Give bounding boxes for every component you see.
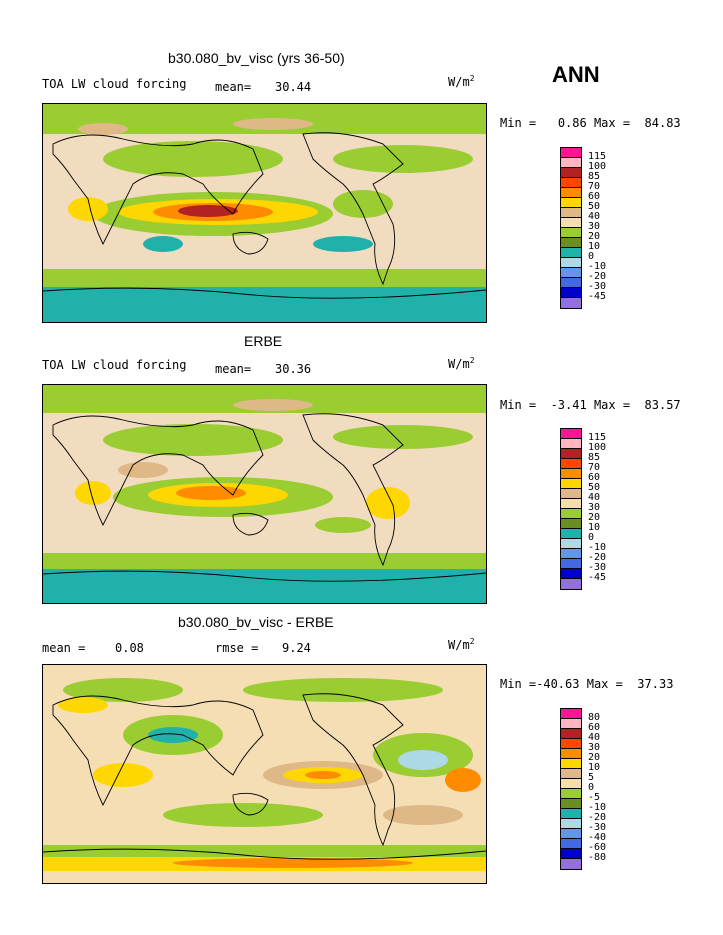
panel-2-variable-label: TOA LW cloud forcing (42, 358, 187, 372)
panel-3-title: b30.080_bv_visc - ERBE (178, 614, 334, 630)
colorbar-label: -5 (588, 792, 601, 803)
panel-2-map (42, 384, 487, 604)
colorbar-label: -10 (588, 542, 607, 553)
colorbar-label: 115 (588, 151, 607, 162)
panel-1-units: W/m2 (448, 74, 475, 89)
panel-3-rmse-label: rmse = (215, 641, 259, 655)
colorbar-label: -80 (588, 852, 607, 863)
colorbar-swatch (560, 578, 582, 590)
panel-3-units: W/m2 (448, 637, 475, 652)
colorbar-label: 50 (588, 482, 601, 493)
colorbar-label: 70 (588, 181, 601, 192)
panel-2-mean-label: mean= (215, 362, 252, 376)
panel-1-colorbar: 115 100 85 70 60 50 40 30 20 10 0 -10 -2… (560, 147, 606, 319)
colorbar-label: -40 (588, 832, 607, 843)
colorbar-label: 50 (588, 201, 601, 212)
colorbar-label: 115 (588, 432, 607, 443)
colorbar-label: 30 (588, 221, 601, 232)
colorbar-label: -20 (588, 812, 607, 823)
colorbar-swatch (560, 297, 582, 309)
colorbar-label: 40 (588, 211, 601, 222)
colorbar-label: 10 (588, 522, 601, 533)
panel-1-mean-value: 30.44 (275, 80, 312, 94)
panel-1-min-max: Min = 0.86 Max = 84.83 (500, 116, 681, 130)
panel-2-map-svg (43, 385, 486, 603)
colorbar-label: 40 (588, 492, 601, 503)
colorbar-label: 40 (588, 732, 601, 743)
colorbar-label: 10 (588, 762, 601, 773)
panel-1-title: b30.080_bv_visc (yrs 36-50) (168, 50, 345, 66)
panel-3-colorbar: 80 60 40 30 20 10 5 0 -5 -10 -20 -30 -40… (560, 708, 606, 880)
colorbar-label: 60 (588, 472, 601, 483)
colorbar-label: 85 (588, 171, 601, 182)
panel-2-mean-value: 30.36 (275, 362, 312, 376)
panel-3-rmse-value: 9.24 (282, 641, 311, 655)
colorbar-label: 5 (588, 772, 595, 783)
panel-1-mean-label: mean= (215, 80, 252, 94)
colorbar-label: 20 (588, 231, 601, 242)
colorbar-label: 100 (588, 161, 607, 172)
colorbar-label: -30 (588, 822, 607, 833)
panel-2-units: W/m2 (448, 356, 475, 371)
colorbar-swatch (560, 858, 582, 870)
panel-3-mean-label: mean = (42, 641, 86, 655)
panel-3-map (42, 664, 487, 884)
colorbar-label: 10 (588, 241, 601, 252)
colorbar-label: 20 (588, 752, 601, 763)
panel-3-min-max: Min =-40.63 Max = 37.33 (500, 677, 674, 691)
colorbar-label: 20 (588, 512, 601, 523)
colorbar-label: -30 (588, 562, 607, 573)
colorbar-label: 60 (588, 722, 601, 733)
panel-1-map (42, 103, 487, 323)
colorbar-label: -20 (588, 552, 607, 563)
colorbar-label: 70 (588, 462, 601, 473)
panel-1-variable-label: TOA LW cloud forcing (42, 77, 187, 91)
colorbar-label: -10 (588, 802, 607, 813)
season-label: ANN (552, 62, 600, 87)
panel-1-map-svg (43, 104, 486, 322)
colorbar-label: -60 (588, 842, 607, 853)
colorbar-label: 80 (588, 712, 601, 723)
panel-2-colorbar: 115 100 85 70 60 50 40 30 20 10 0 -10 -2… (560, 428, 606, 600)
colorbar-label: 30 (588, 502, 601, 513)
panel-3-map-svg (43, 665, 486, 883)
colorbar-label: 0 (588, 782, 595, 793)
colorbar-label: -10 (588, 261, 607, 272)
colorbar-label: -30 (588, 281, 607, 292)
colorbar-label: 0 (588, 251, 595, 262)
colorbar-label: -45 (588, 291, 607, 302)
colorbar-label: 0 (588, 532, 595, 543)
colorbar-label: 60 (588, 191, 601, 202)
panel-2-title: ERBE (244, 333, 283, 349)
colorbar-label: 85 (588, 452, 601, 463)
colorbar-label: 100 (588, 442, 607, 453)
colorbar-label: -20 (588, 271, 607, 282)
panel-2-min-max: Min = -3.41 Max = 83.57 (500, 398, 681, 412)
panel-3-mean-value: 0.08 (115, 641, 144, 655)
colorbar-label: 30 (588, 742, 601, 753)
colorbar-label: -45 (588, 572, 607, 583)
